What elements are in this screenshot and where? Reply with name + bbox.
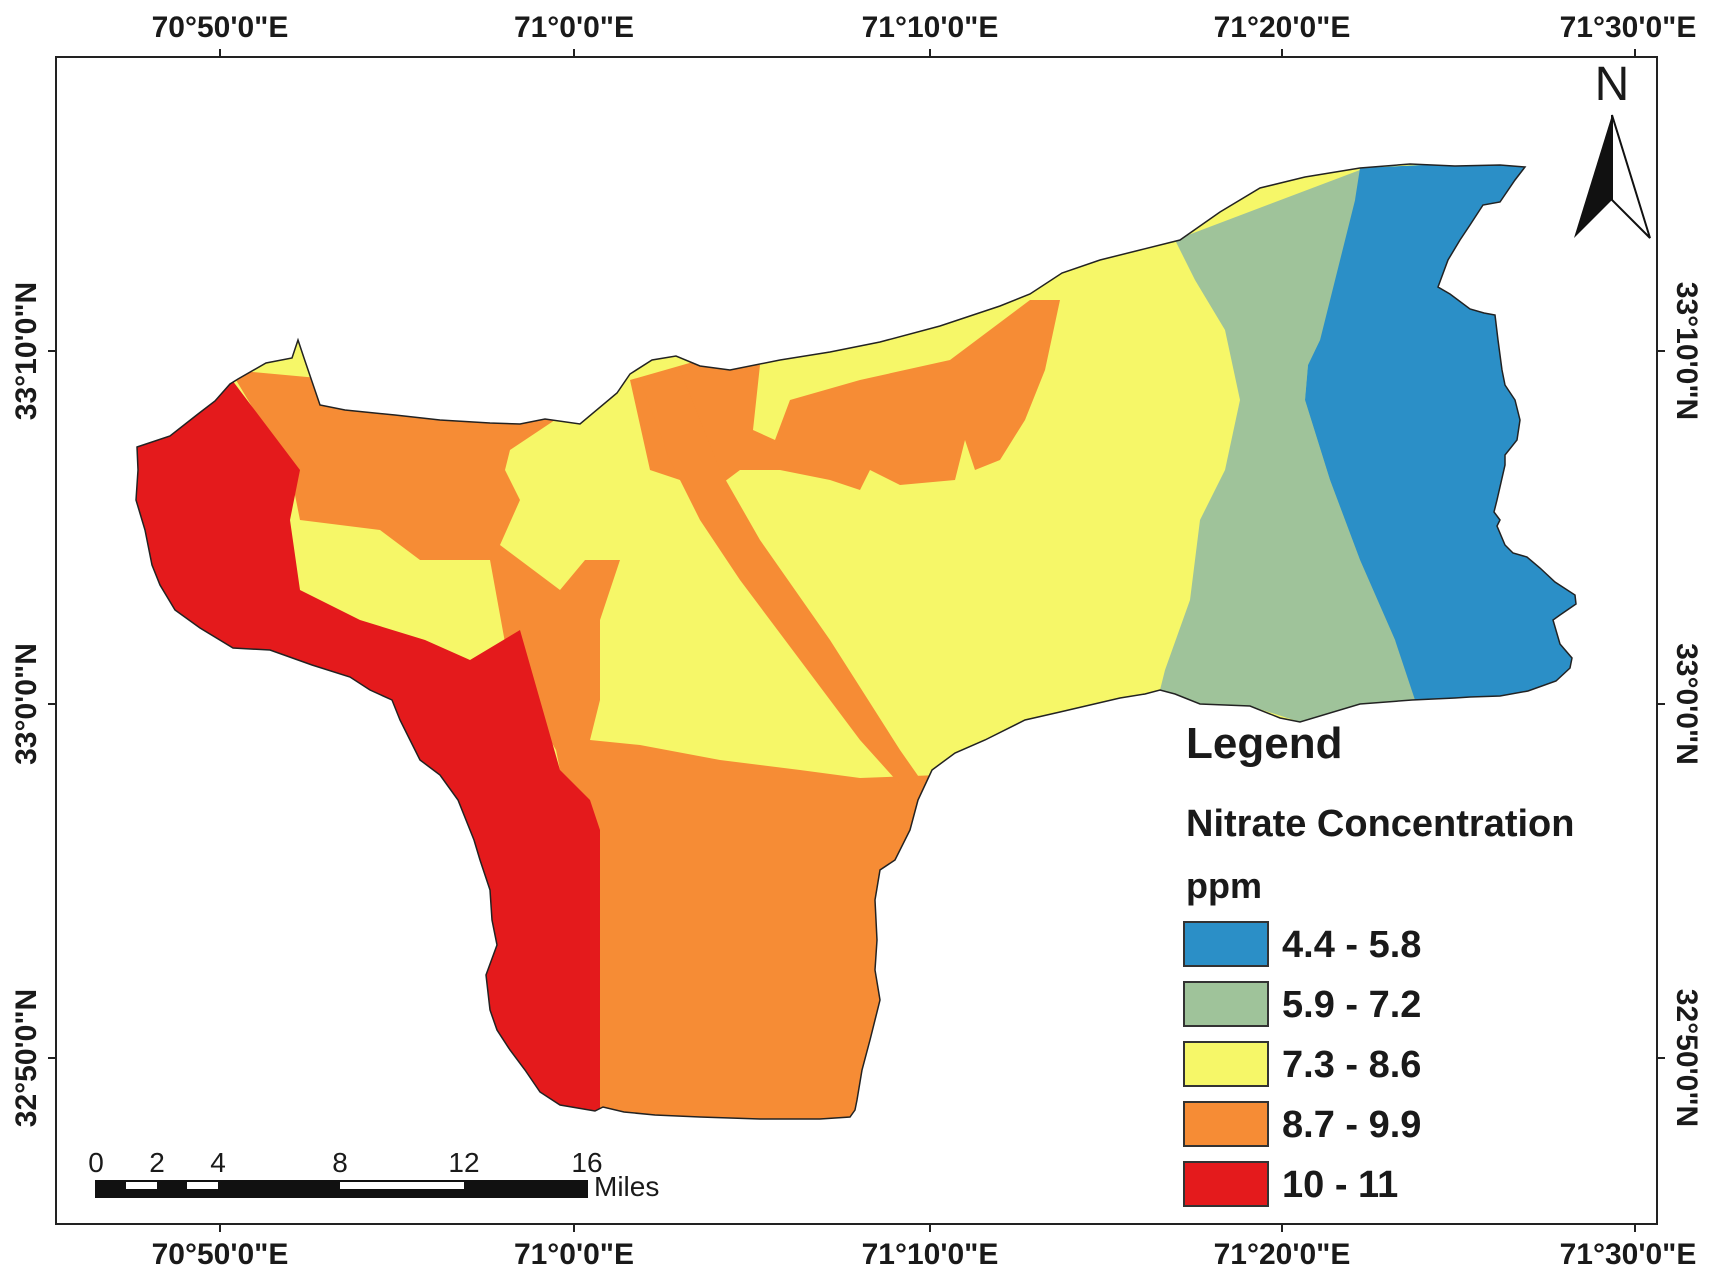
scale-tick-label: 4 (210, 1147, 226, 1178)
bottom-longitude-labels: 70°50'0"E 71°0'0"E 71°10'0"E 71°20'0"E 7… (152, 1238, 1697, 1271)
left-lat-label: 33°0'0"N (10, 643, 43, 765)
legend-unit: ppm (1186, 865, 1262, 906)
top-lon-label: 70°50'0"E (152, 11, 289, 44)
top-lon-label: 71°20'0"E (1214, 11, 1351, 44)
zone-8-7-9-9-north (630, 300, 1060, 500)
top-longitude-labels: 70°50'0"E 71°0'0"E 71°10'0"E 71°20'0"E 7… (152, 11, 1697, 44)
scale-segment (464, 1181, 587, 1197)
north-arrow-icon (1574, 115, 1612, 238)
scale-segment (126, 1189, 157, 1197)
legend-class-label: 7.3 - 8.6 (1282, 1044, 1421, 1086)
legend-subtitle: Nitrate Concentration (1186, 803, 1574, 845)
legend-swatch (1183, 1101, 1269, 1147)
right-latitude-labels: 33°10'0"N 33°0'0"N 32°50'0"N (1670, 282, 1703, 1127)
legend: Legend Nitrate Concentration ppm 4.4 - 5… (1183, 719, 1574, 1207)
left-lat-label: 33°10'0"N (10, 282, 43, 420)
north-arrow-label: N (1595, 58, 1630, 111)
scale-segment (96, 1181, 126, 1197)
legend-items: 4.4 - 5.8 5.9 - 7.2 7.3 - 8.6 8.7 - 9.9 10 -… (1183, 921, 1421, 1207)
top-lon-label: 71°10'0"E (862, 11, 999, 44)
scale-segment (340, 1189, 464, 1197)
legend-class-label: 10 - 11 (1282, 1164, 1398, 1206)
scale-segment (187, 1189, 218, 1197)
right-lat-label: 33°0'0"N (1670, 643, 1703, 765)
study-area-boundary (135, 163, 1577, 1120)
scale-segment (218, 1181, 340, 1197)
bottom-lon-label: 70°50'0"E (152, 1238, 289, 1271)
zone-8-7-9-9-west (230, 370, 960, 1119)
zone-8-7-9-9-diagonal (640, 370, 935, 800)
legend-swatch (1183, 1041, 1269, 1087)
top-lon-label: 71°0'0"E (514, 11, 634, 44)
scale-segment (157, 1181, 187, 1197)
bottom-lon-label: 71°0'0"E (514, 1238, 634, 1271)
bottom-lon-label: 71°30'0"E (1560, 1238, 1697, 1271)
right-lat-label: 33°10'0"N (1670, 282, 1703, 420)
left-lat-label: 32°50'0"N (10, 989, 43, 1127)
bottom-lon-label: 71°20'0"E (1214, 1238, 1351, 1271)
zone-5-9-7-2 (1160, 165, 1420, 722)
legend-swatch (1183, 1161, 1269, 1207)
scale-tick-label: 2 (149, 1147, 165, 1178)
top-lon-label: 71°30'0"E (1560, 11, 1697, 44)
scale-tick-label: 8 (332, 1147, 348, 1178)
legend-title: Legend (1186, 719, 1342, 768)
scale-unit: Miles (594, 1171, 659, 1202)
right-lat-label: 32°50'0"N (1670, 989, 1703, 1127)
legend-swatch (1183, 921, 1269, 967)
legend-swatch (1183, 981, 1269, 1027)
north-arrow-outline-icon (1611, 114, 1651, 239)
legend-class-label: 5.9 - 7.2 (1282, 984, 1421, 1026)
bottom-lon-label: 71°10'0"E (862, 1238, 999, 1271)
legend-class-label: 4.4 - 5.8 (1282, 924, 1421, 966)
graticule-ticks (48, 49, 1665, 1232)
scale-tick-label: 12 (448, 1147, 479, 1178)
scale-bar: 0 2 4 8 12 16 Miles (88, 1147, 659, 1202)
scale-tick-label: 0 (88, 1147, 104, 1178)
scale-tick-label: 16 (571, 1147, 602, 1178)
legend-class-label: 8.7 - 9.9 (1282, 1104, 1421, 1146)
north-arrow: N (1574, 58, 1651, 239)
left-latitude-labels: 33°10'0"N 33°0'0"N 32°50'0"N (10, 282, 43, 1127)
